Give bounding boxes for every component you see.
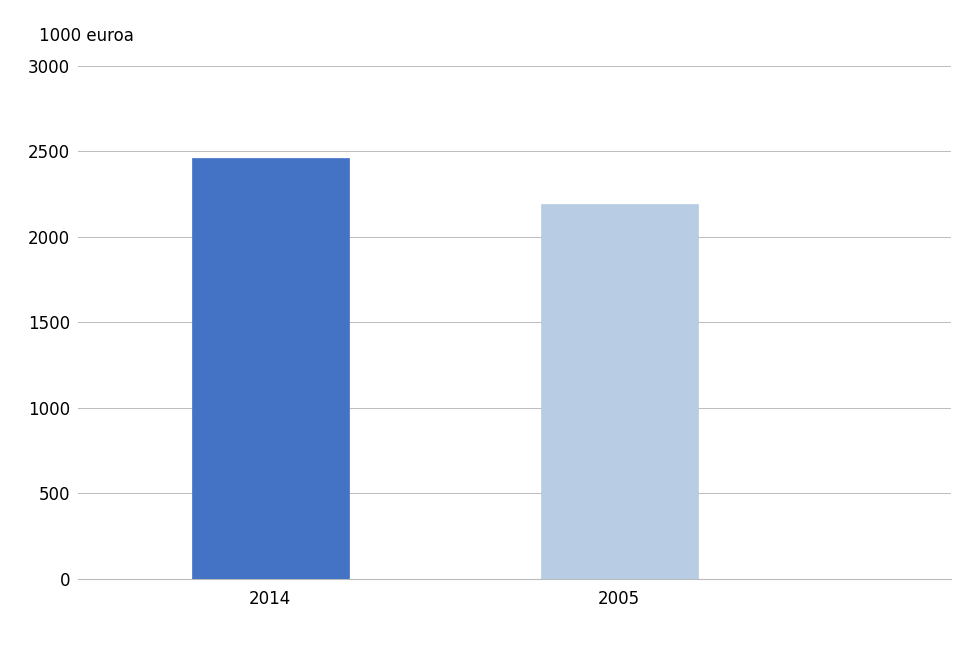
Bar [541,205,698,579]
Text: 1000 euroa: 1000 euroa [39,27,134,45]
Bar [192,158,349,579]
